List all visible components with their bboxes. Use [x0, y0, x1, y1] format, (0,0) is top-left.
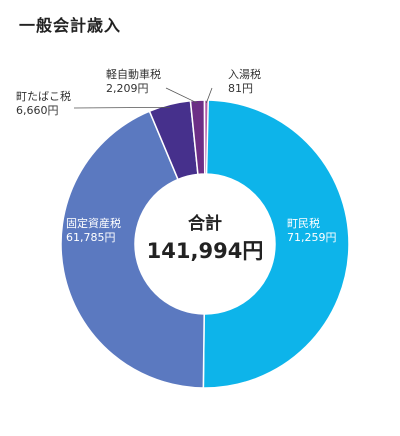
slice-1 — [60, 110, 205, 389]
donut-slices — [60, 99, 350, 389]
slice-label-3: 軽自動車税 — [106, 67, 161, 81]
slice-label-2: 町たばこ税 — [16, 89, 71, 103]
leader-line-3 — [165, 87, 198, 104]
center-total-label: 合計 — [188, 213, 222, 234]
leader-line-4 — [205, 87, 213, 104]
center-total-value: 141,994円 — [147, 239, 264, 263]
slice-value-3: 2,209円 — [106, 82, 149, 95]
slice-value-2: 6,660円 — [16, 104, 59, 117]
slice-label-1: 固定資産税 — [66, 216, 121, 230]
leader-lines — [73, 87, 213, 109]
slice-label-4: 入湯税 — [228, 67, 261, 81]
slice-4 — [203, 99, 210, 175]
slice-value-0: 71,259円 — [287, 231, 337, 244]
slice-0 — [202, 99, 350, 389]
slice-value-4: 81円 — [228, 82, 253, 95]
slice-value-1: 61,785円 — [66, 231, 116, 244]
leader-line-2 — [73, 106, 171, 109]
chart-title: 一般会計歳入 — [19, 16, 122, 35]
slice-label-0: 町民税 — [287, 216, 320, 230]
